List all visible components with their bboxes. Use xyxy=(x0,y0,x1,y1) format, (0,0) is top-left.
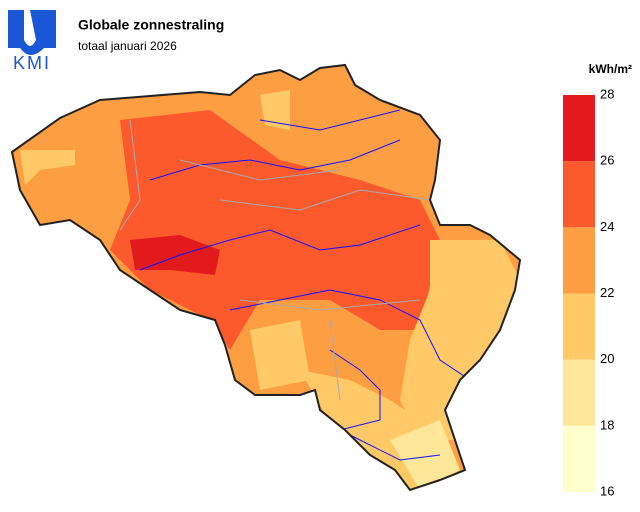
border xyxy=(10,63,522,492)
legend-tick-label: 16 xyxy=(600,483,614,498)
logo: KMI xyxy=(8,10,56,73)
legend-swatch xyxy=(563,161,595,228)
legend-swatch xyxy=(563,227,595,294)
map xyxy=(12,65,520,490)
subtitle: totaal januari 2026 xyxy=(78,39,177,53)
legend-swatch xyxy=(563,293,595,360)
legend-unit: kWh/m² xyxy=(589,62,632,76)
legend-tick-label: 22 xyxy=(600,285,614,300)
legend-tick-label: 24 xyxy=(600,219,614,234)
logo-text: KMI xyxy=(13,53,51,73)
title: Globale zonnestraling xyxy=(78,17,224,33)
legend-swatch xyxy=(563,359,595,426)
legend-swatch xyxy=(563,95,595,162)
legend-tick-label: 18 xyxy=(600,417,614,432)
legend-tick-label: 28 xyxy=(600,86,614,101)
legend-tick-label: 20 xyxy=(600,351,614,366)
legend-tick-label: 26 xyxy=(600,153,614,168)
legend: 16 18 20 22 24 26 28 xyxy=(563,86,614,498)
legend-swatch xyxy=(563,425,595,492)
